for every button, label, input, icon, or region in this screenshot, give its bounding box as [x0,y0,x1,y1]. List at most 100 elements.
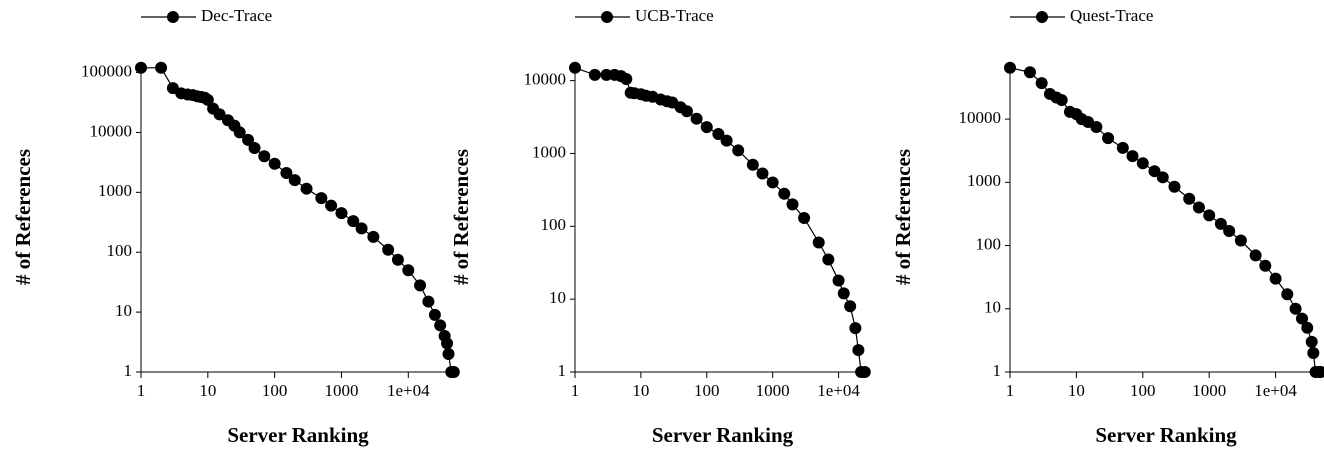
series-marker [428,308,441,321]
series-marker [434,319,447,332]
series-marker [1214,217,1227,230]
y-axis-label: # of References [449,149,473,285]
series-marker [812,236,825,249]
y-tick-label: 10 [115,301,132,320]
series-marker [786,198,799,211]
legend-marker [1036,11,1048,23]
y-tick-label: 1000 [532,142,566,161]
series-marker [832,274,845,287]
series-marker [1035,77,1048,90]
series-marker [1183,192,1196,205]
x-tick-label: 10 [1068,381,1085,400]
series-marker [268,157,281,170]
series-marker [315,192,328,205]
legend-marker [167,11,179,23]
y-tick-label: 10000 [90,121,133,140]
series-marker [382,243,395,256]
x-tick-label: 1000 [756,381,790,400]
series-line [141,67,454,373]
y-tick-label: 1 [124,361,133,380]
series-marker [1296,312,1309,325]
series-marker [325,199,338,212]
series-marker [569,61,581,74]
x-axis-label: Server Ranking [652,423,794,447]
series-marker [367,230,380,243]
series-marker [778,187,791,200]
series-marker [700,121,713,134]
series-marker [1203,209,1216,222]
series-marker [447,366,460,378]
x-tick-label: 1e+04 [1254,381,1297,400]
series-marker [588,68,601,81]
series-marker [1090,120,1103,133]
x-tick-label: 1 [1006,381,1015,400]
series-marker [680,105,693,118]
x-tick-label: 10 [632,381,649,400]
y-tick-label: 1000 [98,181,132,200]
series-marker [402,264,415,277]
x-tick-label: 100 [694,381,720,400]
y-tick-label: 10 [549,288,566,307]
y-axis-label: # of References [891,149,915,285]
y-axis-label: # of References [11,149,35,285]
legend-label: Dec-Trace [201,6,272,25]
x-tick-label: 1000 [1192,381,1226,400]
series-marker [233,126,246,139]
subplot: 1 10 100 1000 10000 1 10 100 1000 1e+04 Server Ran… [891,6,1324,447]
y-tick-label: 1000 [967,171,1001,190]
y-tick-label: 1 [993,361,1002,380]
series-marker [1249,249,1262,262]
y-tick-label: 10000 [959,108,1002,127]
x-tick-label: 1e+04 [387,381,430,400]
series-marker [822,253,835,266]
series-marker [732,144,745,157]
x-axis-label: Server Ranking [227,423,369,447]
series-line [574,67,865,373]
subplot: 1 10 100 1000 10000 100000 1 10 100 1000 1e+04 Serv… [11,6,460,447]
subplot: 1 10 100 1000 10000 1 10 100 1000 1e+04 Server Ran… [449,6,871,447]
x-tick-label: 100 [262,381,288,400]
series-marker [1004,61,1016,74]
y-tick-label: 10000 [524,70,567,89]
series-marker [213,108,226,121]
series-marker [1234,234,1247,247]
series-marker [280,167,293,180]
series-marker [1116,141,1129,154]
series-marker [690,112,703,125]
y-tick-label: 10 [984,298,1001,317]
legend-label: Quest-Trace [1070,6,1153,25]
legend-label: UCB-Trace [635,6,714,25]
series-marker [201,93,214,106]
series-marker [600,68,613,81]
series-marker [355,222,368,235]
y-tick-label: 1 [558,361,567,380]
series-marker [1023,66,1036,79]
series-marker [1269,272,1282,285]
series-line [1009,67,1321,373]
series-marker [441,337,454,350]
y-tick-label: 100 [107,241,133,260]
series-marker [1136,157,1149,170]
series-marker [1168,180,1181,193]
series-marker [712,127,725,140]
series-marker [391,253,404,266]
x-tick-label: 1e+04 [817,381,860,400]
x-tick-label: 1 [137,381,146,400]
series-marker [347,215,360,228]
x-tick-label: 100 [1130,381,1156,400]
y-tick-label: 100 [541,215,567,234]
series-marker [1301,321,1314,334]
series-marker [242,133,255,146]
x-axis-label: Server Ranking [1095,423,1237,447]
series-marker [852,344,865,357]
series-marker [849,322,862,335]
series-marker [1259,259,1272,272]
series-marker [258,150,271,163]
series-marker [288,174,301,187]
series-marker [155,61,168,74]
series-marker [1192,201,1205,214]
series-marker [746,158,759,171]
series-marker [756,167,769,180]
series-marker [1314,366,1324,378]
